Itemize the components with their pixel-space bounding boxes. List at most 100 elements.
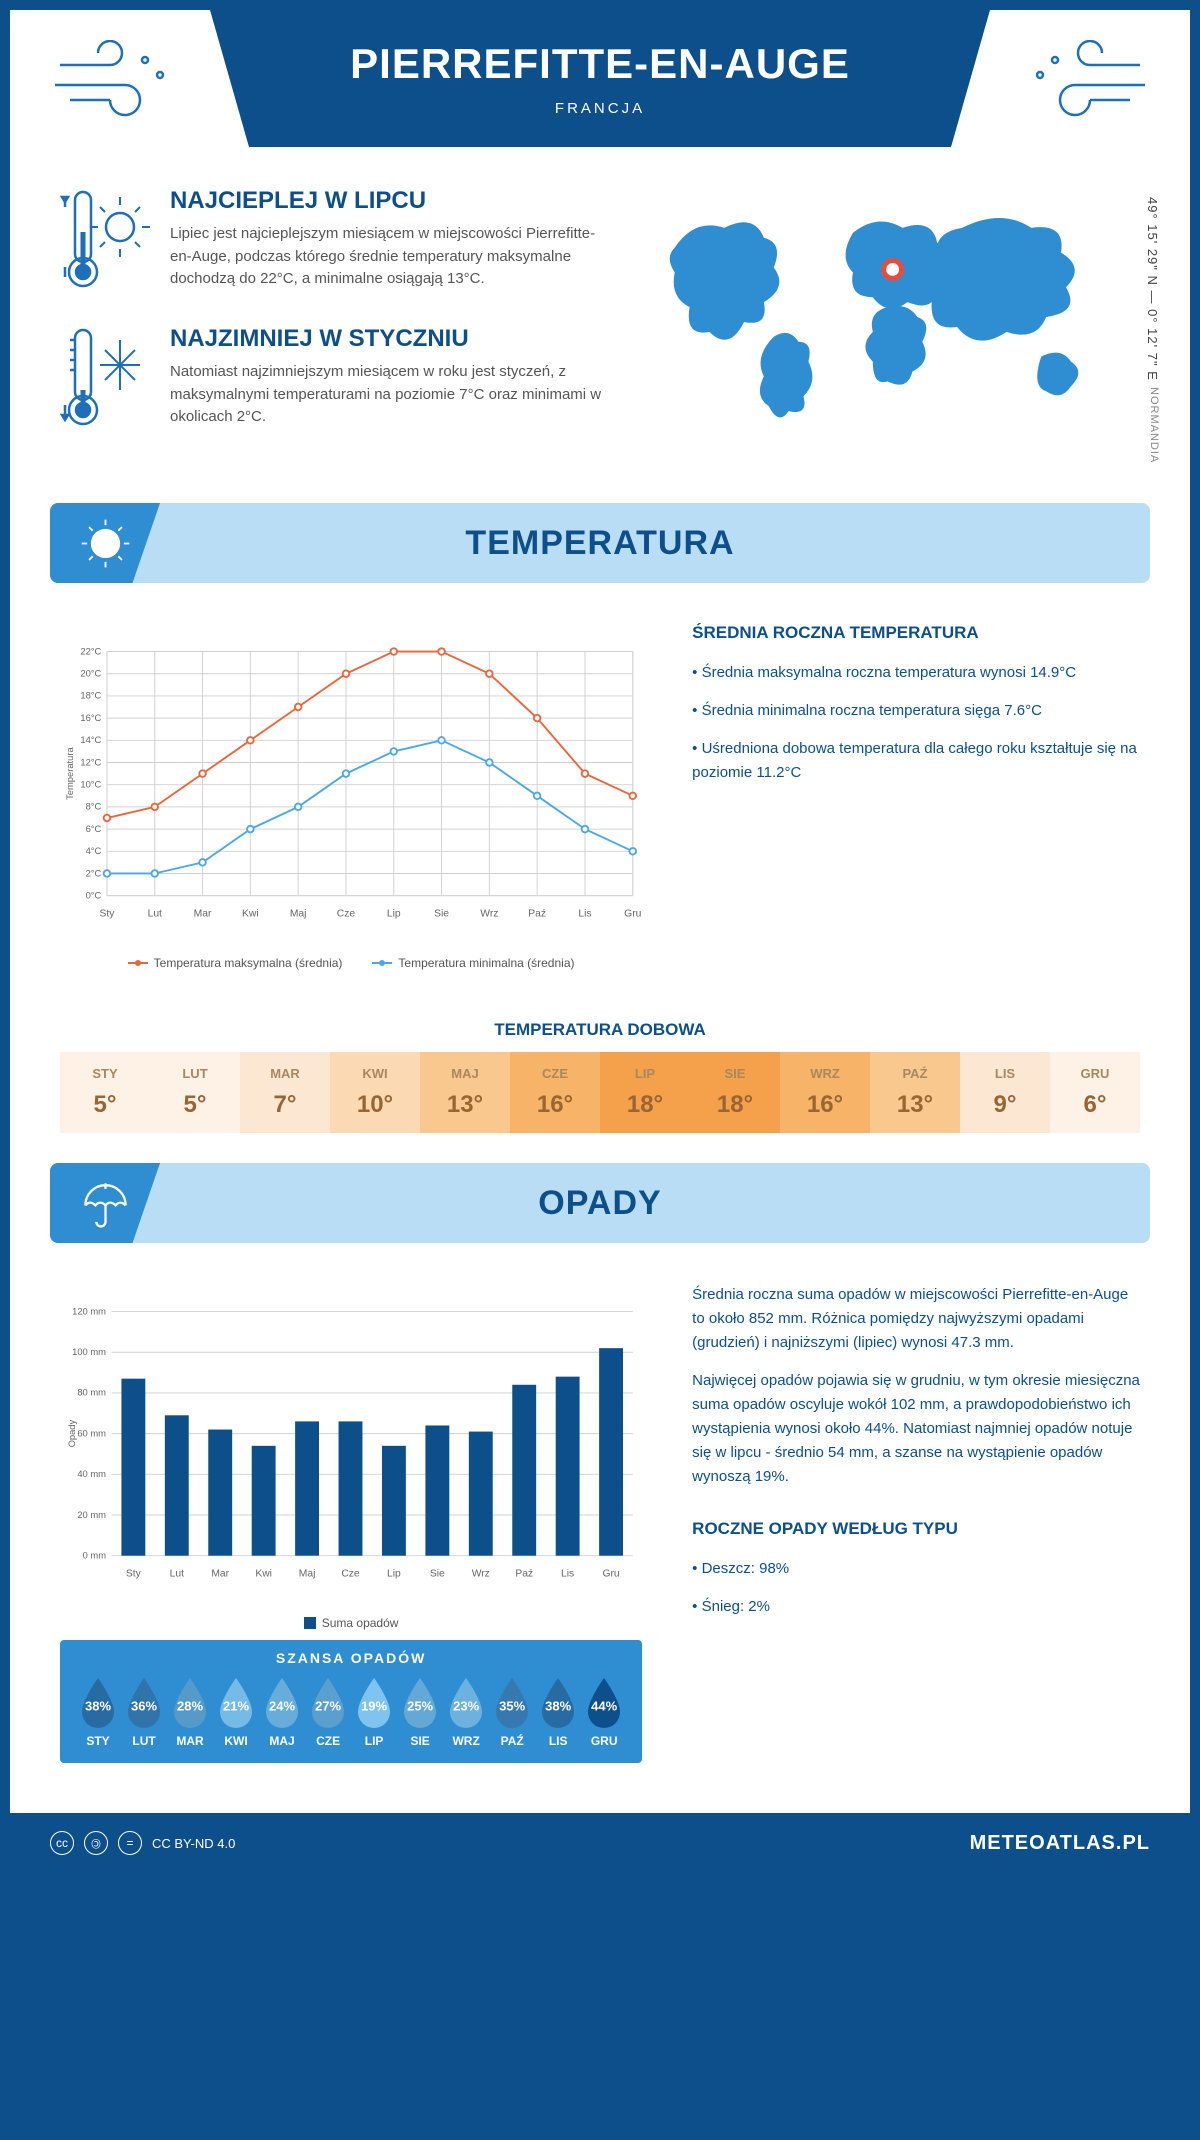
- temp-chart-box: 0°C2°C4°C6°C8°C10°C12°C14°C16°C18°C20°C2…: [60, 623, 642, 970]
- site-name: METEOATLAS.PL: [970, 1832, 1150, 1855]
- fact-text: Lipiec jest najcieplejszym miesiącem w m…: [170, 223, 605, 291]
- daily-month: LUT: [150, 1066, 240, 1081]
- daily-value: 10°: [330, 1091, 420, 1119]
- daily-value: 18°: [690, 1091, 780, 1119]
- svg-text:2°C: 2°C: [86, 868, 102, 878]
- rain-side-text: Średnia roczna suma opadów w miejscowośc…: [692, 1283, 1140, 1763]
- page-title: PIERREFITTE-EN-AUGE: [230, 40, 970, 88]
- section-title: OPADY: [160, 1184, 1040, 1223]
- legend-label: Suma opadów: [322, 1616, 399, 1630]
- daily-cell: MAR 7°: [240, 1052, 330, 1133]
- chance-month: GRU: [581, 1734, 627, 1748]
- daily-month: MAJ: [420, 1066, 510, 1081]
- legend-item: Temperatura maksymalna (średnia): [128, 956, 343, 970]
- chance-percent: 38%: [85, 1698, 111, 1713]
- chance-month: MAR: [167, 1734, 213, 1748]
- temperature-row: 0°C2°C4°C6°C8°C10°C12°C14°C16°C18°C20°C2…: [10, 593, 1190, 1000]
- svg-text:Paź: Paź: [528, 908, 546, 919]
- facts-column: NAJCIEPLEJ W LIPCU Lipiec jest najcieple…: [60, 187, 605, 463]
- chance-drop: 36%LUT: [121, 1676, 167, 1748]
- daily-value: 7°: [240, 1091, 330, 1119]
- chance-month: LUT: [121, 1734, 167, 1748]
- svg-text:Lut: Lut: [148, 908, 162, 919]
- legend-item: Suma opadów: [304, 1616, 399, 1630]
- nd-icon: =: [118, 1831, 142, 1855]
- chance-title: SZANSA OPADÓW: [75, 1650, 627, 1666]
- svg-text:Lut: Lut: [170, 1568, 184, 1579]
- daily-cell: PAŹ13°: [870, 1052, 960, 1133]
- svg-text:Lis: Lis: [578, 908, 591, 919]
- license-block: cc 🄯 = CC BY-ND 4.0: [50, 1831, 235, 1855]
- legend-item: Temperatura minimalna (średnia): [372, 956, 574, 970]
- fact-coldest: NAJZIMNIEJ W STYCZNIU Natomiast najzimni…: [60, 325, 605, 435]
- svg-text:10°C: 10°C: [80, 780, 101, 790]
- chance-percent: 28%: [177, 1698, 203, 1713]
- svg-text:Gru: Gru: [624, 908, 641, 919]
- chance-month: MAJ: [259, 1734, 305, 1748]
- chance-percent: 44%: [591, 1698, 617, 1713]
- daily-cell: STY5°: [60, 1052, 150, 1133]
- svg-text:20°C: 20°C: [80, 669, 101, 679]
- rain-type-list: Deszcz: 98%Śnieg: 2%: [692, 1557, 1140, 1619]
- daily-cell: KWI 10°: [330, 1052, 420, 1133]
- svg-text:14°C: 14°C: [80, 735, 101, 745]
- chance-month: LIP: [351, 1734, 397, 1748]
- by-icon: 🄯: [84, 1831, 108, 1855]
- header: PIERREFITTE-EN-AUGE FRANCJA: [10, 10, 1190, 167]
- svg-text:Opady: Opady: [67, 1419, 77, 1447]
- wind-icon: [1010, 40, 1150, 120]
- daily-value: 5°: [150, 1091, 240, 1119]
- chance-drop: 28% MAR: [167, 1676, 213, 1748]
- page: PIERREFITTE-EN-AUGE FRANCJA: [0, 0, 1200, 1883]
- chance-drop: 44% GRU: [581, 1676, 627, 1748]
- svg-text:Temperatura: Temperatura: [65, 747, 75, 800]
- daily-value: 18°: [600, 1091, 690, 1119]
- chance-drop: 38%STY: [75, 1676, 121, 1748]
- daily-month: MAR: [240, 1066, 330, 1081]
- daily-month: LIS: [960, 1066, 1050, 1081]
- wind-icon: [50, 40, 190, 120]
- chance-drop: 27%CZE: [305, 1676, 351, 1748]
- daily-value: 13°: [420, 1091, 510, 1119]
- daily-month: WRZ: [780, 1066, 870, 1081]
- fact-content: NAJCIEPLEJ W LIPCU Lipiec jest najcieple…: [170, 187, 605, 297]
- temp-legend: Temperatura maksymalna (średnia) Tempera…: [60, 956, 642, 970]
- svg-text:Lis: Lis: [561, 1568, 574, 1579]
- rain-type-item: Śnieg: 2%: [692, 1595, 1140, 1619]
- svg-text:20 mm: 20 mm: [77, 1510, 106, 1520]
- temp-fact-item: Uśredniona dobowa temperatura dla całego…: [692, 737, 1140, 785]
- chance-month: SIE: [397, 1734, 443, 1748]
- svg-text:Cze: Cze: [337, 908, 356, 919]
- section-header-temperature: TEMPERATURA: [50, 503, 1150, 583]
- daily-cell: WRZ16°: [780, 1052, 870, 1133]
- chance-drop: 24%MAJ: [259, 1676, 305, 1748]
- legend-label: Temperatura maksymalna (średnia): [154, 956, 343, 970]
- chance-percent: 27%: [315, 1698, 341, 1713]
- daily-cell: LUT 5°: [150, 1052, 240, 1133]
- svg-text:8°C: 8°C: [86, 802, 102, 812]
- svg-text:40 mm: 40 mm: [77, 1469, 106, 1479]
- svg-text:Sty: Sty: [126, 1568, 142, 1579]
- temp-side-text: ŚREDNIA ROCZNA TEMPERATURA Średnia maksy…: [692, 623, 1140, 970]
- rain-paragraph: Najwięcej opadów pojawia się w grudniu, …: [692, 1369, 1140, 1489]
- daily-month: KWI: [330, 1066, 420, 1081]
- coordinates: 49° 15' 29" N — 0° 12' 7" E: [1145, 197, 1160, 381]
- chance-drop: 35%PAŹ: [489, 1676, 535, 1748]
- region-label: NORMANDIA: [1148, 387, 1160, 463]
- chance-drop: 25%SIE: [397, 1676, 443, 1748]
- svg-text:4°C: 4°C: [86, 846, 102, 856]
- chance-percent: 19%: [361, 1698, 387, 1713]
- svg-text:Mar: Mar: [194, 908, 212, 919]
- fact-title: NAJZIMNIEJ W STYCZNIU: [170, 325, 605, 353]
- svg-text:6°C: 6°C: [86, 824, 102, 834]
- svg-text:12°C: 12°C: [80, 757, 101, 767]
- daily-cell: SIE18°: [690, 1052, 780, 1133]
- daily-temp-table: STY5°LUT5°MAR7°KWI10°MAJ13°CZE16°LIP18°S…: [60, 1052, 1140, 1133]
- svg-text:Mar: Mar: [211, 1568, 229, 1579]
- svg-text:120 mm: 120 mm: [72, 1306, 106, 1316]
- svg-text:80 mm: 80 mm: [77, 1388, 106, 1398]
- precipitation-bar-chart: 0 mm20 mm40 mm60 mm80 mm100 mm120 mmStyL…: [60, 1283, 642, 1603]
- svg-text:Paź: Paź: [515, 1568, 533, 1579]
- svg-text:Sie: Sie: [430, 1568, 445, 1579]
- daily-cell: MAJ 13°: [420, 1052, 510, 1133]
